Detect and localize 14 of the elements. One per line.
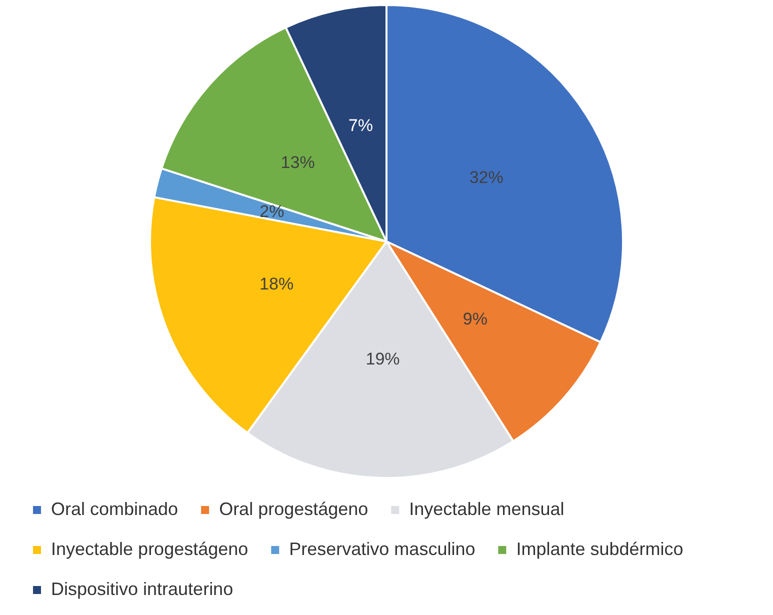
data-label: 7% <box>348 116 373 135</box>
legend-label: Inyectable mensual <box>409 498 564 519</box>
data-label: 13% <box>280 152 315 172</box>
legend-label: Oral progestágeno <box>219 498 368 519</box>
data-label: 19% <box>366 349 400 368</box>
legend-label: Dispositivo intrauterino <box>51 578 234 599</box>
legend-label: Preservativo masculino <box>289 538 476 559</box>
legend-label: Oral combinado <box>51 498 178 519</box>
data-label: 18% <box>260 274 294 294</box>
legend-label: Inyectable progestágeno <box>51 538 248 559</box>
data-label: 32% <box>469 168 504 187</box>
data-label: 9% <box>462 309 488 328</box>
legend-label: Implante subdérmico <box>516 538 684 559</box>
data-label: 2% <box>260 202 284 221</box>
